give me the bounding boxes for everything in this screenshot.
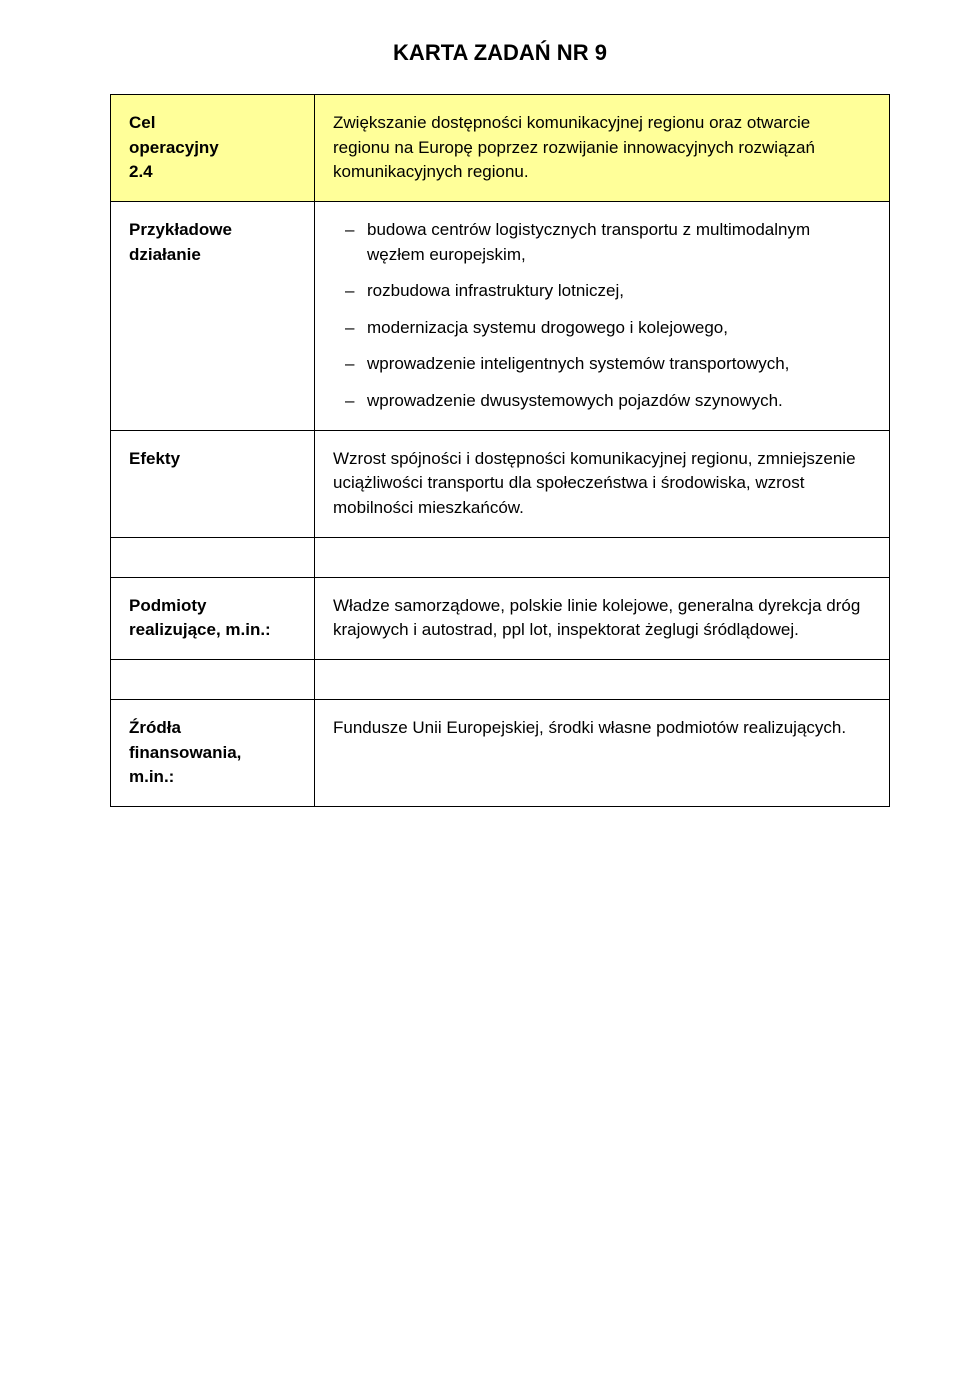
- podmioty-label-cell: Podmioty realizujące, m.in.:: [111, 577, 315, 659]
- dzialanie-item: wprowadzenie inteligentnych systemów tra…: [333, 352, 871, 377]
- cel-content: Zwiększanie dostępności komunikacyjnej r…: [333, 113, 815, 181]
- dzialanie-list: budowa centrów logistycznych transportu …: [333, 218, 871, 414]
- cel-label-line1: Cel: [129, 113, 155, 132]
- efekty-content: Wzrost spójności i dostępności komunikac…: [333, 449, 856, 517]
- zrodla-label-line1: Źródła: [129, 718, 181, 737]
- zrodla-content-cell: Fundusze Unii Europejskiej, środki własn…: [315, 699, 890, 806]
- dzialanie-label-line2: działanie: [129, 245, 201, 264]
- efekty-content-cell: Wzrost spójności i dostępności komunikac…: [315, 430, 890, 537]
- cel-label-cell: Cel operacyjny 2.4: [111, 95, 315, 202]
- dzialanie-content-cell: budowa centrów logistycznych transportu …: [315, 201, 890, 430]
- row-cel: Cel operacyjny 2.4 Zwiększanie dostępnoś…: [111, 95, 890, 202]
- zrodla-label-line2: finansowania,: [129, 743, 241, 762]
- row-efekty: Efekty Wzrost spójności i dostępności ko…: [111, 430, 890, 537]
- spacer-row-2: [111, 659, 890, 699]
- dzialanie-label-cell: Przykładowe działanie: [111, 201, 315, 430]
- spacer-cell: [111, 659, 315, 699]
- row-zrodla: Źródła finansowania, m.in.: Fundusze Uni…: [111, 699, 890, 806]
- spacer-cell: [315, 537, 890, 577]
- page-title: KARTA ZADAŃ NR 9: [110, 40, 890, 66]
- podmioty-label-line1: Podmioty: [129, 596, 206, 615]
- podmioty-content-cell: Władze samorządowe, polskie linie kolejo…: [315, 577, 890, 659]
- row-dzialanie: Przykładowe działanie budowa centrów log…: [111, 201, 890, 430]
- podmioty-content: Władze samorządowe, polskie linie kolejo…: [333, 596, 860, 640]
- spacer-cell: [315, 659, 890, 699]
- dzialanie-item: wprowadzenie dwusystemowych pojazdów szy…: [333, 389, 871, 414]
- page: KARTA ZADAŃ NR 9 Cel operacyjny 2.4 Zwię…: [0, 0, 960, 1373]
- efekty-label: Efekty: [129, 449, 180, 468]
- cel-content-cell: Zwiększanie dostępności komunikacyjnej r…: [315, 95, 890, 202]
- zrodla-label-line3: m.in.:: [129, 767, 174, 786]
- cel-label-line2: operacyjny: [129, 138, 219, 157]
- zrodla-content: Fundusze Unii Europejskiej, środki własn…: [333, 718, 846, 737]
- spacer-row-1: [111, 537, 890, 577]
- efekty-label-cell: Efekty: [111, 430, 315, 537]
- dzialanie-item: modernizacja systemu drogowego i kolejow…: [333, 316, 871, 341]
- dzialanie-label-line1: Przykładowe: [129, 220, 232, 239]
- row-podmioty: Podmioty realizujące, m.in.: Władze samo…: [111, 577, 890, 659]
- dzialanie-item: budowa centrów logistycznych transportu …: [333, 218, 871, 267]
- card-table: Cel operacyjny 2.4 Zwiększanie dostępnoś…: [110, 94, 890, 807]
- spacer-cell: [111, 537, 315, 577]
- zrodla-label-cell: Źródła finansowania, m.in.:: [111, 699, 315, 806]
- cel-label-line3: 2.4: [129, 162, 153, 181]
- dzialanie-item: rozbudowa infrastruktury lotniczej,: [333, 279, 871, 304]
- podmioty-label-line2: realizujące, m.in.:: [129, 620, 271, 639]
